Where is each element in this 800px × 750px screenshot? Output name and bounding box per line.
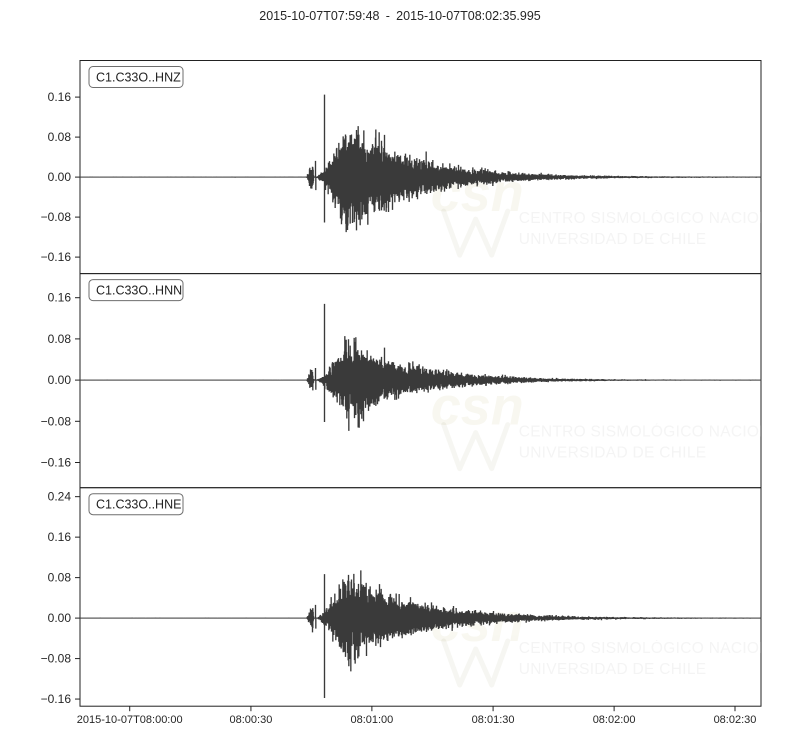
svg-text:2015-10-07T07:59:48 - 2015-10-: 2015-10-07T07:59:48 - 2015-10-07T08:02:3… xyxy=(259,9,541,23)
svg-text:0.08: 0.08 xyxy=(48,332,72,346)
svg-text:0.16: 0.16 xyxy=(48,530,72,544)
svg-text:−0.08: −0.08 xyxy=(41,652,72,666)
svg-text:C1.C33O..HNN: C1.C33O..HNN xyxy=(96,284,182,298)
svg-text:C1.C33O..HNE: C1.C33O..HNE xyxy=(96,498,181,512)
svg-text:0.00: 0.00 xyxy=(48,373,72,387)
svg-text:2015-10-07T08:00:00: 2015-10-07T08:00:00 xyxy=(77,714,183,726)
svg-text:0.00: 0.00 xyxy=(48,170,72,184)
svg-text:0.16: 0.16 xyxy=(48,291,72,305)
svg-text:08:02:30: 08:02:30 xyxy=(714,714,757,726)
svg-text:−0.08: −0.08 xyxy=(41,414,72,428)
svg-text:−0.16: −0.16 xyxy=(41,250,72,264)
svg-text:0.24: 0.24 xyxy=(48,490,72,504)
svg-text:08:01:30: 08:01:30 xyxy=(472,714,515,726)
svg-text:08:00:30: 08:00:30 xyxy=(230,714,273,726)
svg-text:0.08: 0.08 xyxy=(48,130,72,144)
svg-text:C1.C33O..HNZ: C1.C33O..HNZ xyxy=(96,71,181,85)
svg-text:−0.08: −0.08 xyxy=(41,210,72,224)
svg-text:0.00: 0.00 xyxy=(48,611,72,625)
svg-text:0.08: 0.08 xyxy=(48,571,72,585)
svg-text:−0.16: −0.16 xyxy=(41,692,72,706)
svg-text:08:02:00: 08:02:00 xyxy=(593,714,636,726)
svg-text:−0.16: −0.16 xyxy=(41,456,72,470)
svg-text:08:01:00: 08:01:00 xyxy=(350,714,393,726)
svg-text:0.16: 0.16 xyxy=(48,90,72,104)
